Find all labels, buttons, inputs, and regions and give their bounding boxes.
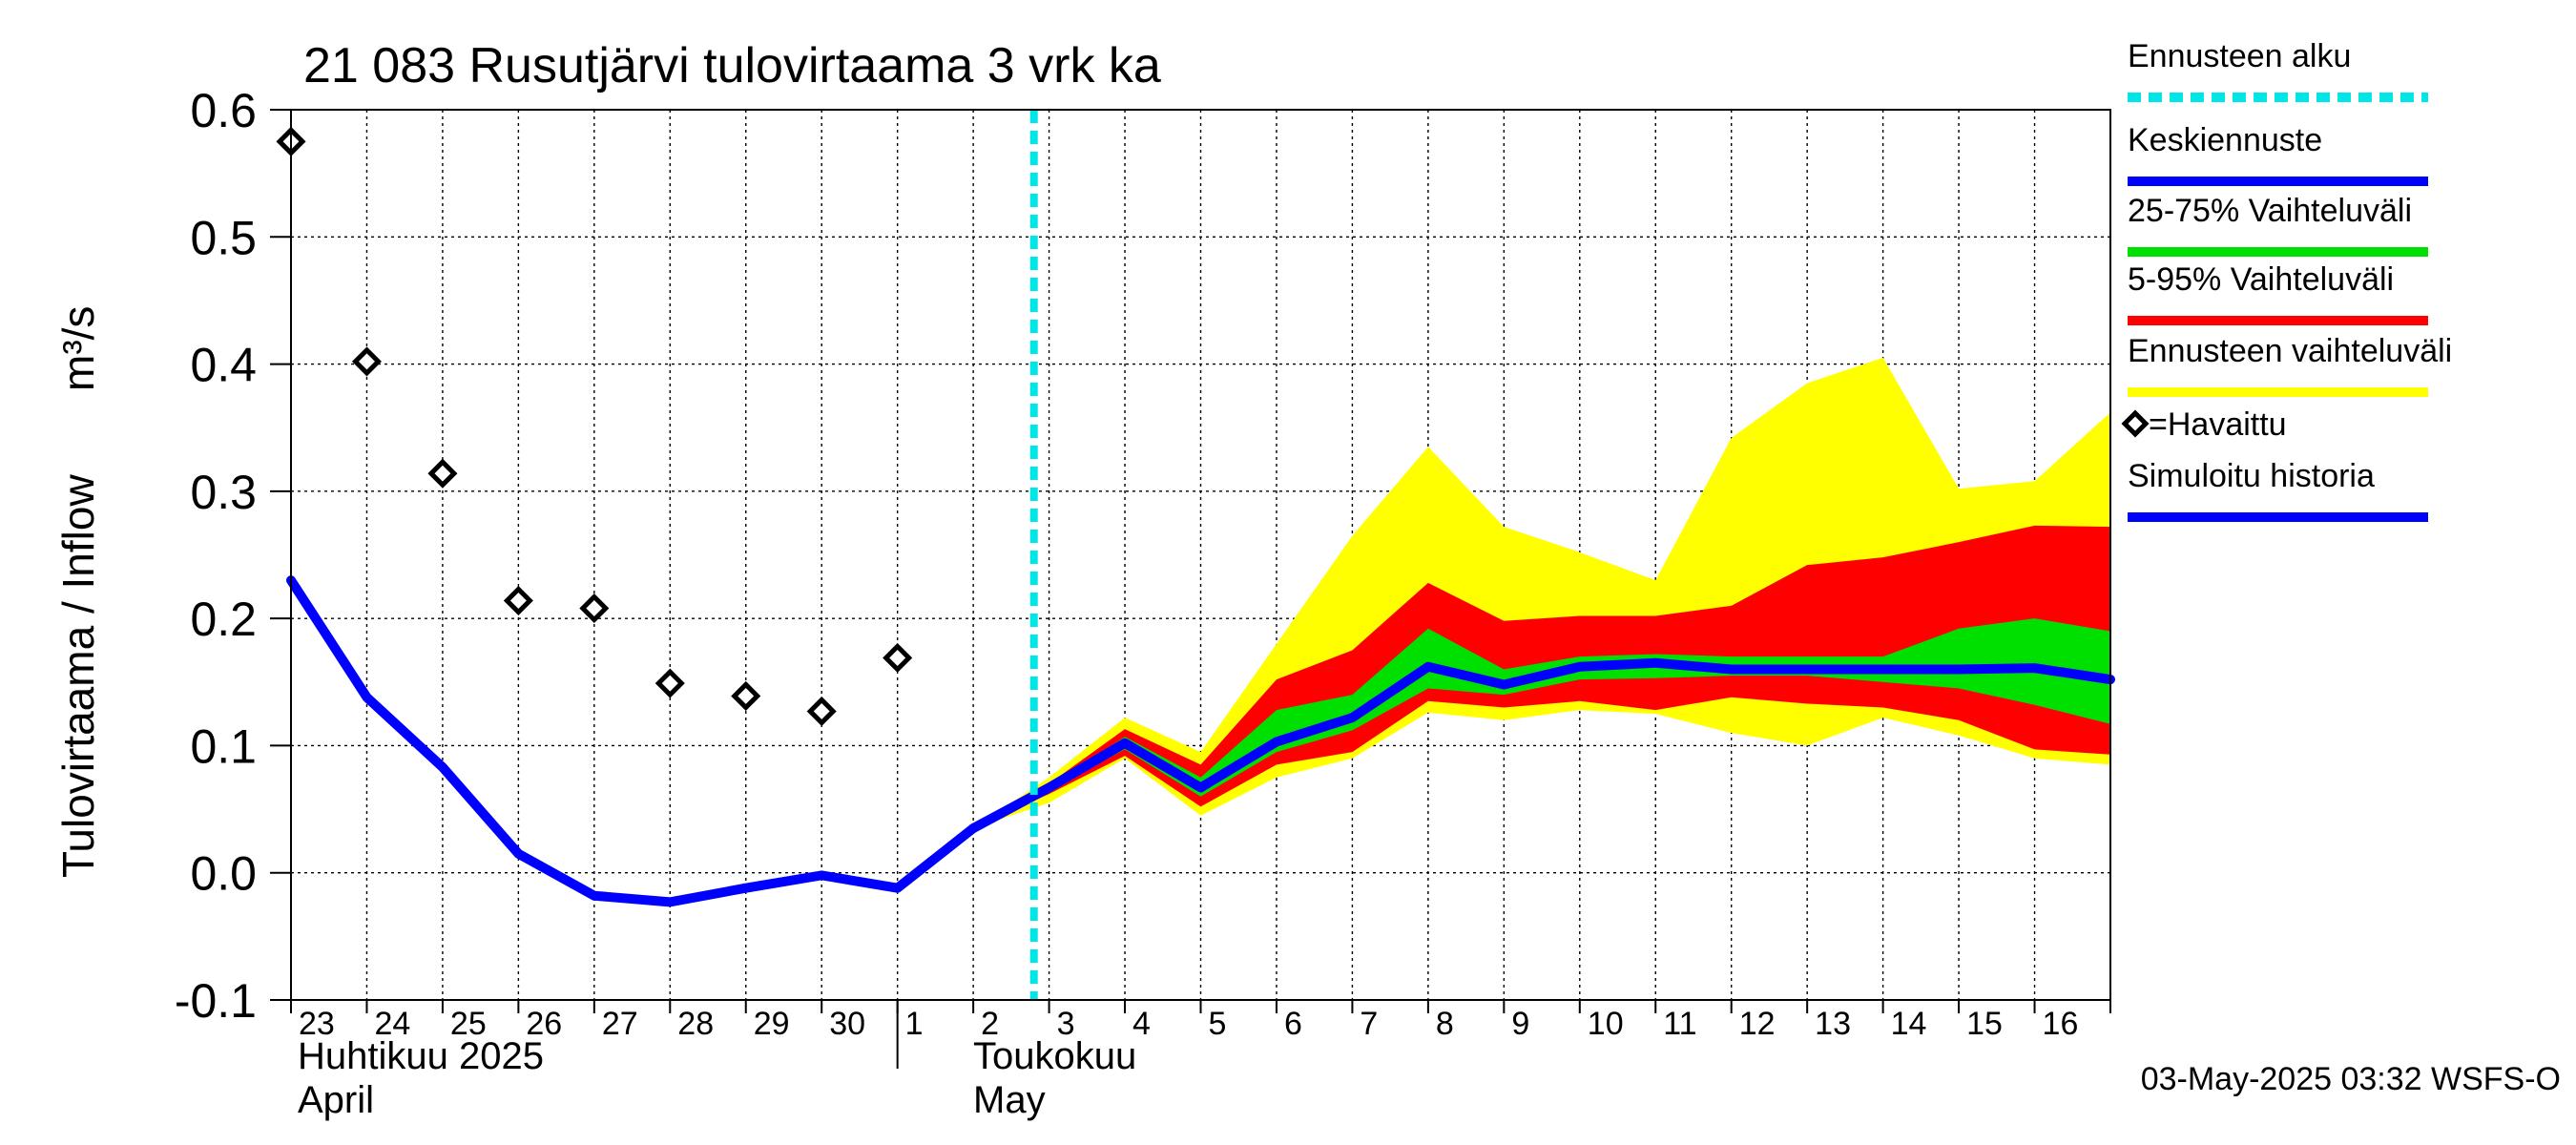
month-label-may-en: May: [973, 1079, 1046, 1121]
y-axis-label: Tulovirtaama / Inflow: [53, 474, 103, 878]
x-tick-label: 16: [2043, 1006, 2079, 1042]
observed-point: [883, 642, 913, 673]
x-tick-label: 27: [602, 1006, 638, 1042]
observed-point: [579, 593, 610, 624]
observed-point: [503, 585, 533, 616]
observed-point: [427, 458, 458, 489]
y-tick-label: 0.5: [190, 211, 257, 264]
x-tick-label: 10: [1588, 1006, 1624, 1042]
y-tick-label: 0.2: [190, 593, 257, 646]
observed-point: [351, 346, 382, 377]
legend-marker: [2121, 409, 2150, 438]
timestamp-footer: 03-May-2025 03:32 WSFS-O: [2141, 1061, 2561, 1097]
observed-point: [806, 696, 837, 726]
y-tick-label: 0.4: [190, 339, 257, 392]
observed-points: [276, 126, 913, 726]
y-tick-label: 0.1: [190, 719, 257, 773]
series-lines: [286, 575, 2115, 907]
chart-title: 21 083 Rusutjärvi tulovirtaama 3 vrk ka: [303, 38, 1161, 94]
x-tick-label: 15: [1966, 1006, 2003, 1042]
x-tick-label: 12: [1739, 1006, 1776, 1042]
x-tick-label: 29: [754, 1006, 790, 1042]
month-label-april-en: April: [298, 1079, 374, 1121]
legend-label: 5-95% Vaihteluväli: [2128, 261, 2394, 298]
x-tick-label: 26: [526, 1006, 562, 1042]
x-tick-label: 5: [1209, 1006, 1227, 1042]
x-tick-label: 23: [299, 1006, 335, 1042]
month-label-may-fi: Toukokuu: [973, 1035, 1136, 1077]
axes: -0.10.00.10.20.30.40.50.623 24 25 26 27 28 29 3…: [175, 84, 2111, 1121]
x-tick-label: 30: [829, 1006, 865, 1042]
observed-point: [654, 668, 685, 698]
x-tick-label: 14: [1891, 1006, 1927, 1042]
x-tick-label: 4: [1132, 1006, 1151, 1042]
x-tick-label: 13: [1815, 1006, 1851, 1042]
y-tick-label: 0.3: [190, 466, 257, 519]
legend-label: =Havaittu: [2149, 406, 2287, 443]
series-line-keskiennuste: [968, 657, 2115, 834]
y-tick-label: 0.6: [190, 84, 257, 137]
x-tick-label: 28: [677, 1006, 714, 1042]
x-tick-label: 9: [1511, 1006, 1529, 1042]
x-tick-label: 6: [1284, 1006, 1302, 1042]
legend-label: Ennusteen vaihteluväli: [2128, 333, 2452, 369]
legend-label: Simuloitu historia: [2128, 458, 2375, 494]
legend-label: Ennusteen alku: [2128, 38, 2351, 74]
month-label-april-fi: Huhtikuu 2025: [298, 1035, 544, 1077]
series-line-simuloitu-historia: [286, 575, 979, 907]
x-tick-label: 1: [905, 1006, 924, 1042]
legend-label: Keskiennuste: [2128, 122, 2322, 158]
y-tick-label: 0.0: [190, 847, 257, 901]
x-tick-label: 25: [450, 1006, 487, 1042]
y-tick-label: -0.1: [175, 974, 257, 1028]
x-tick-label: 8: [1436, 1006, 1454, 1042]
x-tick-label: 7: [1360, 1006, 1378, 1042]
x-tick-label: 11: [1663, 1006, 1696, 1042]
x-tick-label: 2: [981, 1006, 999, 1042]
x-tick-label: 24: [374, 1006, 410, 1042]
observed-point: [731, 680, 761, 711]
x-tick-label: 3: [1057, 1006, 1075, 1042]
legend: Ennusteen alku Keskiennuste 25-75% Vaihtel…: [2121, 38, 2452, 522]
y-axis-unit: m³/s: [53, 306, 103, 391]
legend-label: 25-75% Vaihteluväli: [2128, 193, 2412, 229]
